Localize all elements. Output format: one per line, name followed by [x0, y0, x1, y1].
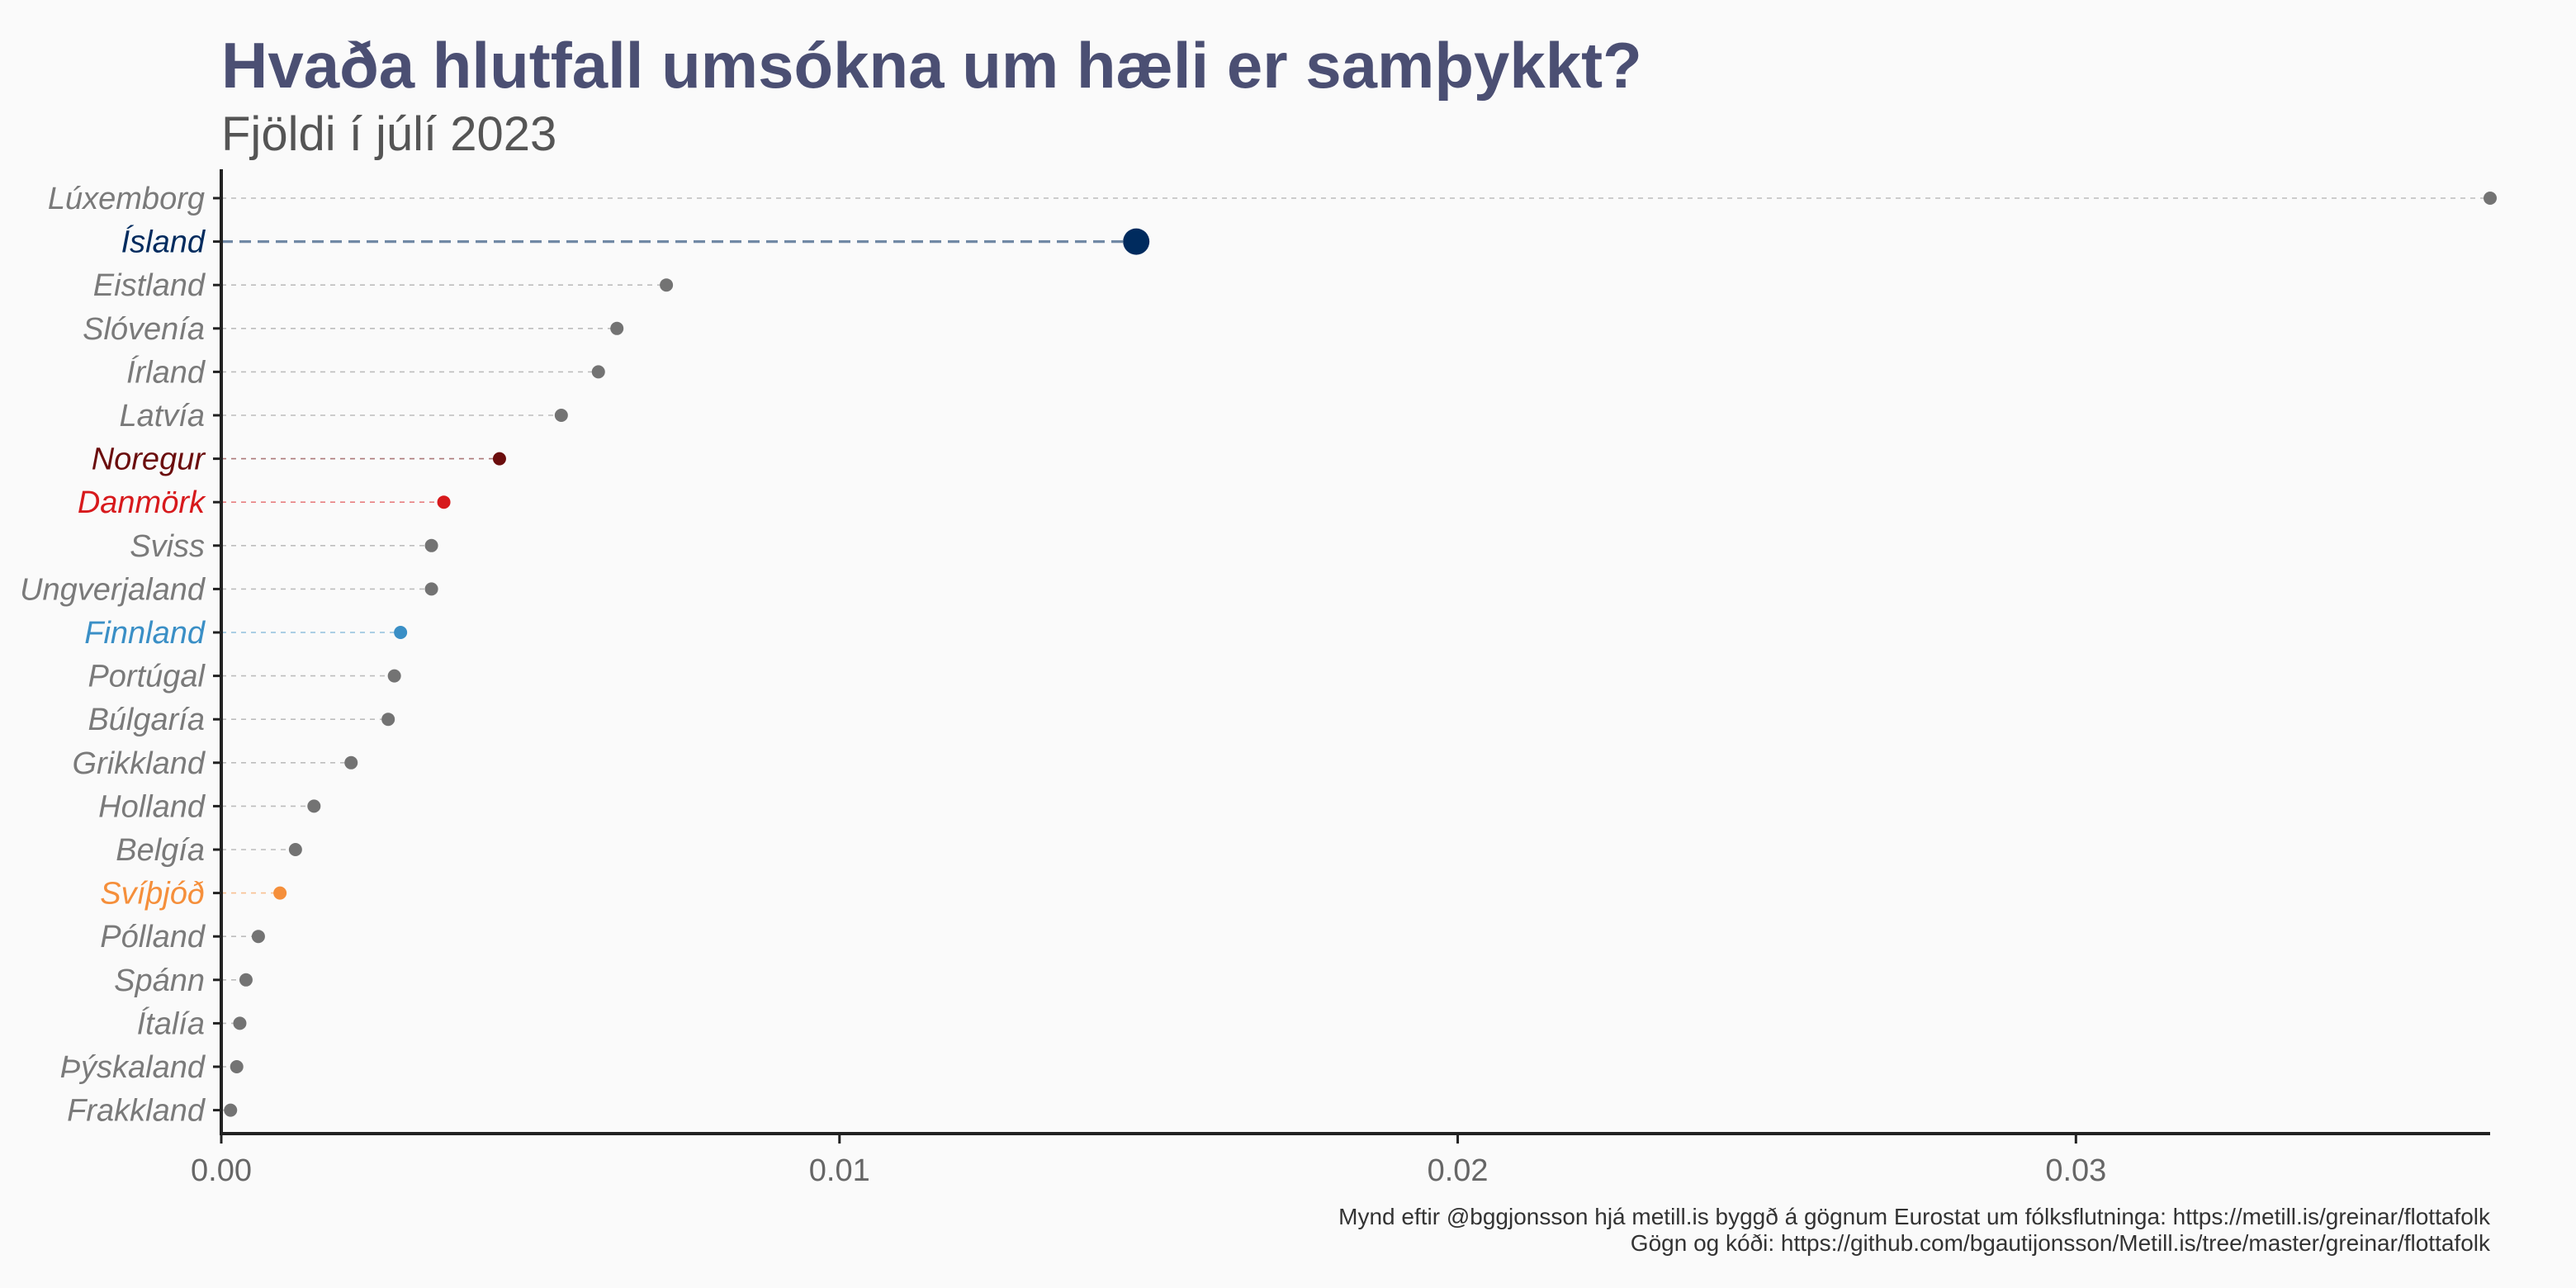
chart-subtitle: Fjöldi í júlí 2023: [221, 107, 556, 161]
data-point: [251, 930, 265, 944]
category-label: Ísland: [121, 225, 206, 260]
category-label: Grikkland: [73, 746, 206, 781]
x-tick-label: 0.00: [191, 1153, 252, 1188]
category-label: Holland: [98, 789, 206, 824]
category-label: Spánn: [114, 964, 205, 998]
data-point: [394, 626, 408, 639]
data-point: [610, 321, 624, 335]
category-label: Sviss: [130, 529, 205, 564]
category-label: Latvía: [119, 399, 205, 433]
caption: Mynd eftir @bggjonsson hjá metill.is byg…: [1338, 1204, 2491, 1256]
data-point: [424, 538, 438, 552]
category-label: Svíþjóð: [100, 877, 205, 912]
data-point: [2484, 192, 2497, 205]
category-label: Portúgal: [88, 660, 206, 694]
caption-line: Gögn og kóði: https://github.com/bgautij…: [1631, 1230, 2491, 1256]
chart-title: Hvaða hlutfall umsókna um hæli er samþyk…: [221, 29, 1642, 102]
data-point: [381, 713, 395, 727]
category-label: Írland: [126, 354, 206, 390]
category-label: Slóvenía: [83, 312, 205, 347]
data-point: [224, 1103, 238, 1117]
category-label: Eistland: [93, 268, 206, 303]
category-label: Þýskaland: [60, 1050, 206, 1085]
category-label: Finnland: [84, 616, 206, 651]
category-label: Pólland: [100, 920, 206, 954]
data-point: [233, 1016, 247, 1030]
category-label: Ítalía: [137, 1006, 205, 1041]
data-point: [660, 278, 674, 292]
data-point: [492, 452, 506, 466]
data-point: [230, 1060, 244, 1073]
data-point: [424, 582, 438, 596]
data-point: [344, 755, 358, 769]
data-point: [591, 365, 605, 379]
data-point: [437, 495, 451, 509]
data-point: [307, 799, 321, 813]
category-label: Búlgaría: [88, 703, 205, 737]
x-tick-label: 0.01: [809, 1153, 870, 1188]
data-point: [239, 973, 253, 987]
caption-line: Mynd eftir @bggjonsson hjá metill.is byg…: [1338, 1204, 2491, 1229]
category-label: Lúxemborg: [48, 182, 205, 216]
category-label: Frakkland: [67, 1094, 206, 1129]
category-label: Noregur: [92, 443, 206, 477]
data-point: [273, 886, 287, 900]
x-tick-label: 0.03: [2045, 1153, 2106, 1188]
data-point: [1123, 228, 1150, 255]
category-label: Ungverjaland: [20, 572, 206, 607]
category-label: Danmörk: [78, 485, 206, 520]
category-label: Belgía: [116, 833, 205, 868]
plot-area: Lúxemborg Ísland Eistland Slóvenía Írland Lat…: [20, 169, 2497, 1188]
data-point: [387, 669, 401, 683]
data-point: [288, 843, 302, 856]
data-point: [554, 409, 568, 422]
x-tick-label: 0.02: [1428, 1153, 1489, 1188]
